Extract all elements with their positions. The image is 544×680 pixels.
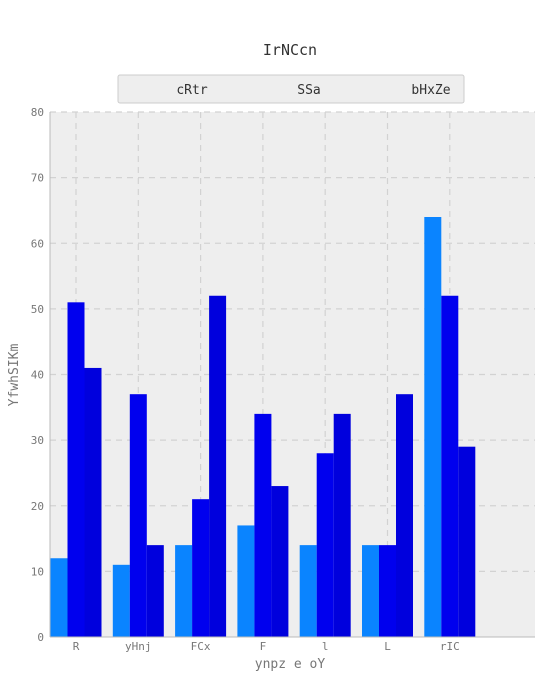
bar bbox=[146, 545, 164, 637]
x-axis-label: ynpz e oY bbox=[255, 657, 326, 672]
bar bbox=[333, 413, 351, 637]
x-tick-label: L bbox=[384, 640, 391, 653]
x-tick-label: F bbox=[260, 640, 267, 653]
bar bbox=[458, 446, 476, 637]
bar bbox=[209, 295, 227, 637]
legend-entry-2: SSa bbox=[297, 83, 320, 98]
bar bbox=[254, 413, 272, 637]
x-tick-label: FCx bbox=[191, 640, 211, 653]
bar bbox=[362, 545, 379, 637]
y-tick-label: 50 bbox=[31, 303, 44, 316]
legend-box bbox=[117, 74, 465, 104]
bar bbox=[299, 545, 317, 637]
bar bbox=[316, 453, 334, 637]
x-tick-label: rIC bbox=[440, 640, 460, 653]
x-tick-label: l bbox=[322, 640, 329, 653]
legend-entry-3: bHxZe bbox=[411, 83, 450, 98]
bar bbox=[175, 545, 193, 637]
bar bbox=[379, 545, 396, 637]
bar bbox=[67, 302, 85, 637]
y-tick-label: 0 bbox=[37, 631, 44, 644]
y-axis-label: YfwhSIKm bbox=[7, 344, 22, 407]
x-tick-label: R bbox=[73, 640, 80, 653]
y-ticks: 0 10 20 30 40 50 60 70 80 bbox=[31, 106, 44, 644]
legend: cRtr SSa bHxZe bbox=[117, 74, 465, 104]
y-tick-label: 70 bbox=[31, 172, 44, 185]
bar bbox=[271, 486, 289, 637]
legend-entry-1: cRtr bbox=[176, 83, 207, 98]
bar bbox=[50, 558, 68, 637]
bar bbox=[112, 564, 130, 637]
y-tick-label: 40 bbox=[31, 369, 44, 382]
y-tick-label: 80 bbox=[31, 106, 44, 119]
y-tick-label: 30 bbox=[31, 434, 44, 447]
bar bbox=[237, 525, 255, 637]
y-tick-label: 20 bbox=[31, 500, 44, 513]
bar bbox=[192, 499, 210, 637]
bar bbox=[441, 295, 459, 637]
y-tick-label: 10 bbox=[31, 565, 44, 578]
bar bbox=[84, 367, 102, 637]
y-tick-label: 60 bbox=[31, 237, 44, 250]
bars bbox=[50, 217, 476, 637]
bar bbox=[129, 394, 147, 637]
x-tick-label: yHnj bbox=[125, 640, 152, 653]
chart-title: IrNCcn bbox=[263, 41, 317, 59]
bar bbox=[396, 394, 413, 637]
bar bbox=[424, 217, 442, 637]
